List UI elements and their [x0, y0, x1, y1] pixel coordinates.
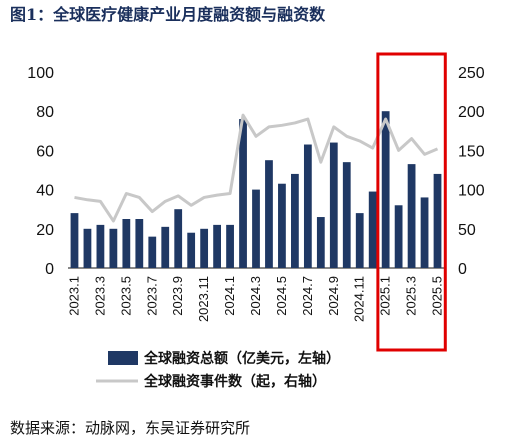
x-tick-label: 2023.1: [66, 276, 81, 316]
chart-title: 图1：全球医疗健康产业月度融资额与融资数: [10, 5, 326, 24]
bar-2025.1: [381, 111, 390, 268]
x-tick-label: 2025.3: [404, 276, 419, 316]
x-tick-label: 2024.11: [352, 276, 367, 322]
x-tick-label: 2024.1: [222, 276, 237, 316]
bar-2025.2: [394, 205, 403, 268]
bar-2024.2: [239, 119, 247, 268]
right-axis-ticks: 0 50 100 150 200 250: [458, 65, 485, 278]
bar-series: [70, 111, 442, 268]
bar-2025.5: [433, 173, 442, 268]
x-tick-label: 2025.5: [430, 276, 445, 316]
bar-2023.1: [70, 213, 79, 268]
left-tick-label: 80: [36, 104, 54, 121]
bar-2024.6: [291, 173, 299, 268]
bar-2023.4: [109, 228, 118, 268]
bar-2023.5: [122, 219, 131, 268]
left-tick-label: 60: [36, 143, 54, 160]
bar-2023.8: [161, 226, 170, 268]
bar-2025.4: [420, 197, 429, 268]
bar-2024.4: [265, 160, 273, 268]
bar-2023.6: [135, 219, 144, 268]
left-tick-label: 100: [27, 65, 54, 82]
bar-2025.3: [407, 164, 416, 268]
right-tick-label: 50: [458, 222, 476, 239]
bar-2023.2: [83, 228, 92, 268]
bar-2024.8: [316, 217, 325, 268]
left-tick-label: 0: [45, 261, 54, 278]
bar-2024.10: [342, 162, 351, 268]
x-tick-label: 2023.5: [118, 276, 133, 316]
bar-2023.3: [96, 224, 105, 268]
x-tick-label: 2024.9: [326, 276, 341, 316]
x-tick-label: 2023.11: [196, 276, 211, 322]
bar-2024.12: [368, 191, 377, 268]
bar-2023.11: [200, 228, 209, 268]
right-tick-label: 250: [458, 65, 485, 82]
bar-2023.7: [148, 236, 157, 268]
bar-2024.9: [329, 142, 338, 268]
bar-2023.10: [187, 232, 196, 268]
legend: 全球融资总额（亿美元，左轴） 全球融资事件数（起，右轴）: [96, 350, 340, 390]
right-tick-label: 100: [458, 183, 485, 200]
bar-2024.1: [226, 224, 234, 268]
bar-2023.9: [174, 209, 183, 268]
x-tick-label: 2024.5: [274, 276, 289, 316]
x-tick-label: 2023.9: [170, 276, 185, 316]
right-tick-label: 0: [458, 261, 467, 278]
x-tick-label: 2024.7: [300, 276, 315, 316]
bar-2023.12: [213, 224, 221, 268]
x-tick-label: 2023.7: [144, 276, 159, 316]
x-tick-label: 2024.3: [248, 276, 263, 316]
x-tick-label: 2023.3: [92, 276, 107, 316]
source-note: 数据来源：动脉网，东吴证券研究所: [10, 419, 250, 437]
bar-2024.3: [252, 189, 260, 268]
highlight-box: [376, 52, 447, 352]
left-tick-label: 20: [36, 222, 54, 239]
x-tick-label: 2025.1: [378, 276, 393, 316]
bar-2024.11: [355, 213, 364, 268]
legend-label-line: 全球融资事件数（起，右轴）: [143, 373, 326, 390]
right-tick-label: 200: [458, 104, 485, 121]
bar-2024.7: [303, 144, 312, 268]
right-tick-label: 150: [458, 143, 485, 160]
x-axis-ticks: 2023.1 2023.3 2023.5 2023.7 2023.9 2023.11 202…: [66, 276, 444, 322]
bar-2024.5: [278, 183, 286, 268]
left-tick-label: 40: [36, 183, 54, 200]
legend-label-bar: 全球融资总额（亿美元，左轴）: [143, 350, 340, 367]
legend-swatch-bar: [108, 351, 138, 365]
left-axis-ticks: 0 20 40 60 80 100: [27, 65, 54, 278]
